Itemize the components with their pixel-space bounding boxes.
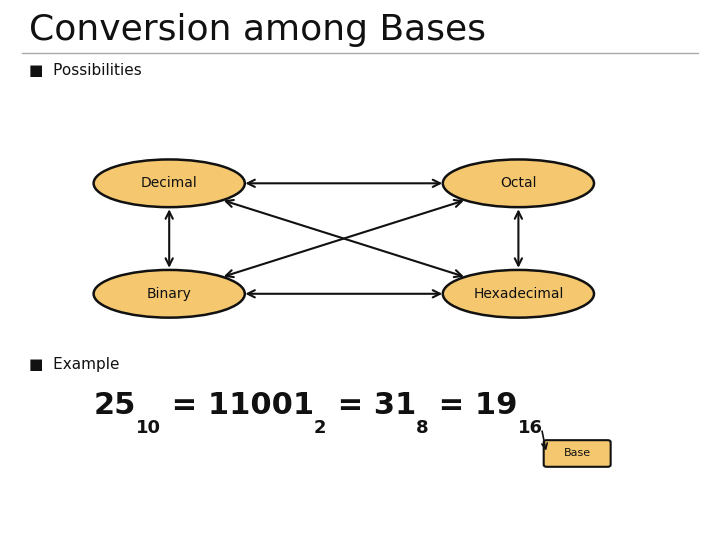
Text: 16: 16: [518, 420, 543, 437]
Text: ■  Possibilities: ■ Possibilities: [29, 63, 142, 78]
Text: 8: 8: [356, 516, 364, 526]
Text: 10: 10: [136, 420, 161, 437]
Ellipse shape: [94, 159, 245, 207]
Ellipse shape: [94, 270, 245, 318]
Text: = 11001: = 11001: [161, 392, 314, 420]
Text: Darshan Institute of Engineering & Technology: Darshan Institute of Engineering & Techn…: [455, 516, 698, 526]
Text: Unit – 1: Binary Systems & Logic Circuits: Unit – 1: Binary Systems & Logic Circuit…: [22, 516, 234, 526]
FancyBboxPatch shape: [544, 440, 611, 467]
Text: 2: 2: [314, 420, 327, 437]
Ellipse shape: [443, 159, 594, 207]
Text: ■  Example: ■ Example: [29, 356, 120, 372]
Text: Octal: Octal: [500, 176, 536, 190]
Text: Hexadecimal: Hexadecimal: [473, 287, 564, 301]
Text: 25: 25: [94, 392, 136, 420]
Text: 8: 8: [416, 420, 428, 437]
Text: Binary: Binary: [147, 287, 192, 301]
Text: Conversion among Bases: Conversion among Bases: [29, 12, 486, 46]
Text: Base: Base: [564, 449, 590, 458]
Text: = 31: = 31: [327, 392, 416, 420]
Ellipse shape: [443, 270, 594, 318]
Text: Decimal: Decimal: [141, 176, 197, 190]
Text: = 19: = 19: [428, 392, 518, 420]
